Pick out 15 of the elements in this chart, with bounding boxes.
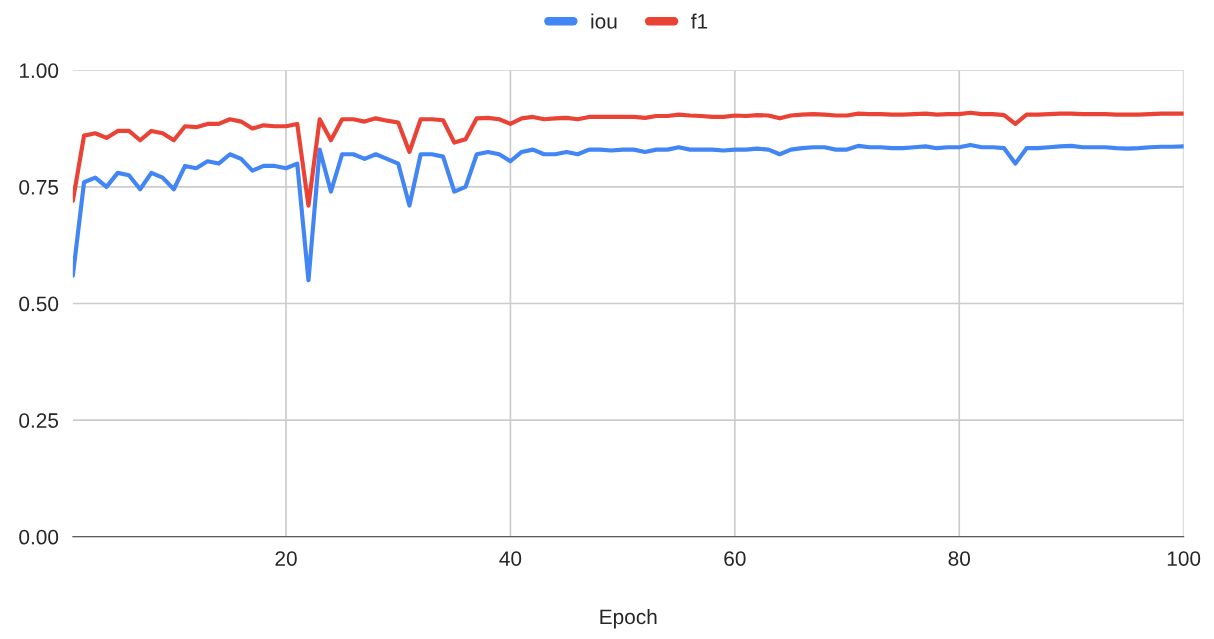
y-tick-label: 0.00: [19, 529, 59, 545]
line-series: [72, 110, 1184, 208]
y-tick-label: 1.00: [20, 63, 59, 79]
x-tick-label: 40: [499, 551, 522, 566]
legend-label: f1: [691, 13, 708, 29]
legend-label: iou: [591, 13, 617, 29]
x-tick-label: 20: [275, 551, 297, 566]
line-series: [72, 142, 1184, 283]
y-tick-label: 0.25: [19, 413, 59, 428]
x-tick-label: 100: [1167, 551, 1201, 566]
x-tick-label: 60: [724, 551, 746, 566]
y-tick-label: 0.50: [19, 296, 59, 312]
x-tick-label: 80: [948, 551, 971, 566]
y-tick-label: 0.75: [19, 179, 59, 195]
x-axis-title: Epoch: [600, 608, 657, 629]
